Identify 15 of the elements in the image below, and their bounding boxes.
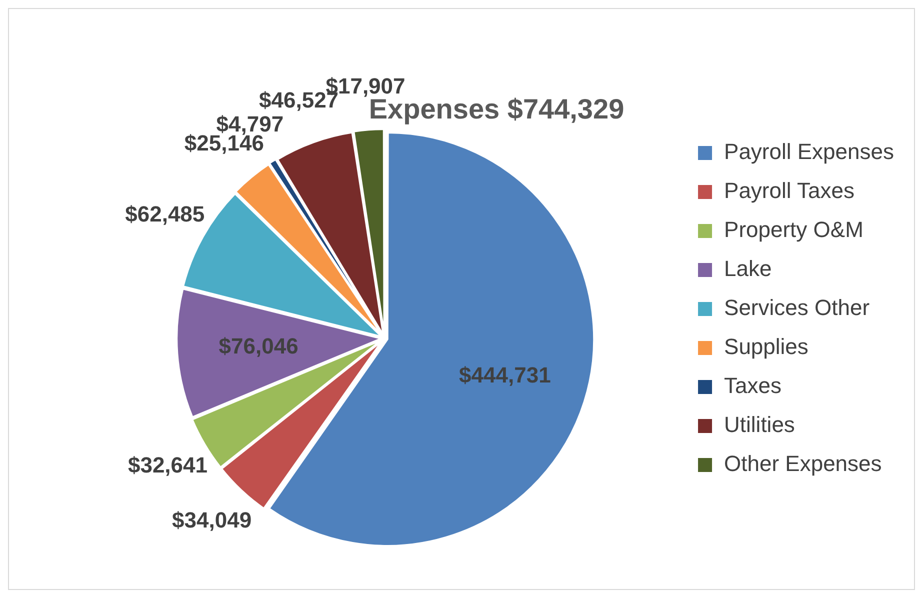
data-label: $32,641 — [128, 452, 208, 478]
legend-label: Payroll Taxes — [724, 178, 854, 204]
legend-label: Services Other — [724, 295, 870, 320]
data-label: $34,049 — [172, 507, 252, 532]
legend-label: Supplies — [724, 334, 808, 360]
data-label: $444,731 — [459, 362, 551, 388]
legend-label: Taxes — [724, 373, 782, 398]
legend-label: Utilities — [724, 412, 795, 438]
legend-label: Other Expenses — [724, 451, 882, 476]
legend-label: Payroll Expenses — [724, 139, 894, 164]
text: Expenses $744,329 — [368, 94, 624, 125]
data-label: $76,046 — [218, 334, 298, 359]
data-label: $62,485 — [125, 201, 205, 226]
legend-label: Lake — [724, 256, 772, 282]
legend-label: Property O&M — [724, 217, 864, 242]
